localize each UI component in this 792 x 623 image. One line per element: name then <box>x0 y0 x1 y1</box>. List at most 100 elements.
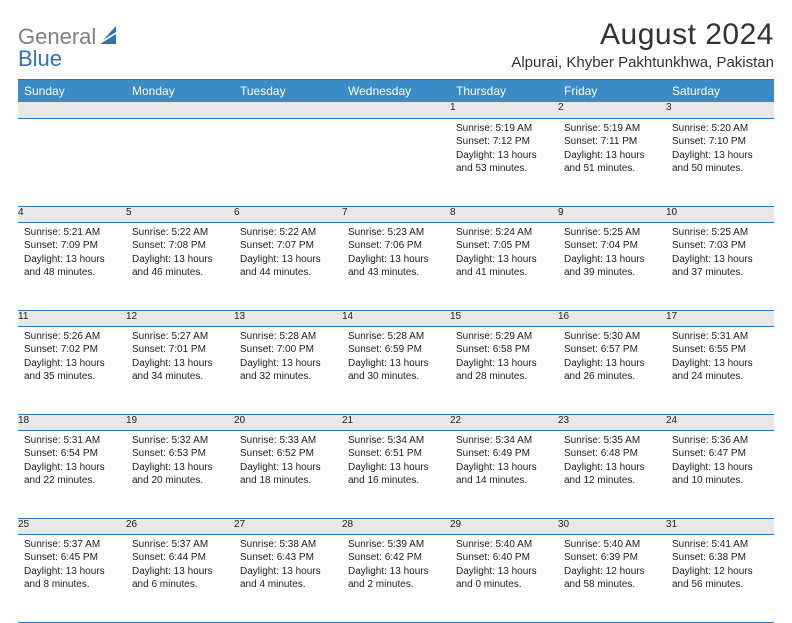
sunrise-text: Sunrise: 5:34 AM <box>348 434 444 448</box>
daylight-text: Daylight: 13 hours and 14 minutes. <box>456 461 552 488</box>
day-number: 19 <box>126 414 234 430</box>
daylight-text: Daylight: 13 hours and 44 minutes. <box>240 253 336 280</box>
day-cell <box>18 118 126 206</box>
day-number: 10 <box>666 206 774 222</box>
sunrise-text: Sunrise: 5:33 AM <box>240 434 336 448</box>
daylight-text: Daylight: 13 hours and 39 minutes. <box>564 253 660 280</box>
sunrise-text: Sunrise: 5:41 AM <box>672 538 768 552</box>
day-number: 5 <box>126 206 234 222</box>
sunset-text: Sunset: 6:38 PM <box>672 551 768 565</box>
day-number: 11 <box>18 310 126 326</box>
daylight-text: Daylight: 13 hours and 37 minutes. <box>672 253 768 280</box>
day-cell: Sunrise: 5:34 AMSunset: 6:49 PMDaylight:… <box>450 430 558 518</box>
sunrise-text: Sunrise: 5:36 AM <box>672 434 768 448</box>
sunrise-text: Sunrise: 5:40 AM <box>564 538 660 552</box>
title-block: August 2024 Alpurai, Khyber Pakhtunkhwa,… <box>511 18 774 71</box>
sunrise-text: Sunrise: 5:24 AM <box>456 226 552 240</box>
week-row: Sunrise: 5:31 AMSunset: 6:54 PMDaylight:… <box>18 430 774 518</box>
daylight-text: Daylight: 13 hours and 8 minutes. <box>24 565 120 592</box>
day-number <box>126 102 234 118</box>
sunset-text: Sunset: 7:01 PM <box>132 343 228 357</box>
day-number: 22 <box>450 414 558 430</box>
day-cell: Sunrise: 5:29 AMSunset: 6:58 PMDaylight:… <box>450 326 558 414</box>
day-cell: Sunrise: 5:30 AMSunset: 6:57 PMDaylight:… <box>558 326 666 414</box>
day-number: 24 <box>666 414 774 430</box>
sunrise-text: Sunrise: 5:27 AM <box>132 330 228 344</box>
day-number: 16 <box>558 310 666 326</box>
daynum-row: 18192021222324 <box>18 414 774 430</box>
day-cell: Sunrise: 5:38 AMSunset: 6:43 PMDaylight:… <box>234 534 342 622</box>
day-header: Saturday <box>666 80 774 103</box>
logo-arrow-icon <box>100 26 120 49</box>
daylight-text: Daylight: 12 hours and 58 minutes. <box>564 565 660 592</box>
location-subtitle: Alpurai, Khyber Pakhtunkhwa, Pakistan <box>511 54 774 71</box>
daylight-text: Daylight: 13 hours and 0 minutes. <box>456 565 552 592</box>
day-cell <box>234 118 342 206</box>
day-number: 3 <box>666 102 774 118</box>
week-row: Sunrise: 5:19 AMSunset: 7:12 PMDaylight:… <box>18 118 774 206</box>
sunrise-text: Sunrise: 5:19 AM <box>564 122 660 136</box>
daylight-text: Daylight: 13 hours and 22 minutes. <box>24 461 120 488</box>
daylight-text: Daylight: 13 hours and 34 minutes. <box>132 357 228 384</box>
day-cell: Sunrise: 5:19 AMSunset: 7:11 PMDaylight:… <box>558 118 666 206</box>
day-cell: Sunrise: 5:40 AMSunset: 6:39 PMDaylight:… <box>558 534 666 622</box>
day-cell: Sunrise: 5:31 AMSunset: 6:54 PMDaylight:… <box>18 430 126 518</box>
sunrise-text: Sunrise: 5:28 AM <box>240 330 336 344</box>
sunset-text: Sunset: 7:10 PM <box>672 135 768 149</box>
day-header: Tuesday <box>234 80 342 103</box>
day-number: 21 <box>342 414 450 430</box>
day-cell: Sunrise: 5:22 AMSunset: 7:08 PMDaylight:… <box>126 222 234 310</box>
daylight-text: Daylight: 13 hours and 51 minutes. <box>564 149 660 176</box>
week-row: Sunrise: 5:37 AMSunset: 6:45 PMDaylight:… <box>18 534 774 622</box>
week-row: Sunrise: 5:21 AMSunset: 7:09 PMDaylight:… <box>18 222 774 310</box>
daylight-text: Daylight: 13 hours and 4 minutes. <box>240 565 336 592</box>
day-number <box>234 102 342 118</box>
day-number: 14 <box>342 310 450 326</box>
sunset-text: Sunset: 7:11 PM <box>564 135 660 149</box>
sunrise-text: Sunrise: 5:22 AM <box>240 226 336 240</box>
day-cell: Sunrise: 5:25 AMSunset: 7:03 PMDaylight:… <box>666 222 774 310</box>
day-number: 25 <box>18 518 126 534</box>
day-cell: Sunrise: 5:19 AMSunset: 7:12 PMDaylight:… <box>450 118 558 206</box>
daylight-text: Daylight: 13 hours and 41 minutes. <box>456 253 552 280</box>
day-number <box>342 102 450 118</box>
day-number: 13 <box>234 310 342 326</box>
sunset-text: Sunset: 6:49 PM <box>456 447 552 461</box>
day-cell: Sunrise: 5:41 AMSunset: 6:38 PMDaylight:… <box>666 534 774 622</box>
sunset-text: Sunset: 6:58 PM <box>456 343 552 357</box>
sunrise-text: Sunrise: 5:22 AM <box>132 226 228 240</box>
day-number: 6 <box>234 206 342 222</box>
day-cell: Sunrise: 5:33 AMSunset: 6:52 PMDaylight:… <box>234 430 342 518</box>
daylight-text: Daylight: 13 hours and 46 minutes. <box>132 253 228 280</box>
sunrise-text: Sunrise: 5:31 AM <box>672 330 768 344</box>
daylight-text: Daylight: 13 hours and 12 minutes. <box>564 461 660 488</box>
sunrise-text: Sunrise: 5:25 AM <box>564 226 660 240</box>
day-number: 1 <box>450 102 558 118</box>
sunset-text: Sunset: 6:47 PM <box>672 447 768 461</box>
day-cell: Sunrise: 5:20 AMSunset: 7:10 PMDaylight:… <box>666 118 774 206</box>
daylight-text: Daylight: 13 hours and 53 minutes. <box>456 149 552 176</box>
day-number: 28 <box>342 518 450 534</box>
sunset-text: Sunset: 7:04 PM <box>564 239 660 253</box>
sunset-text: Sunset: 6:55 PM <box>672 343 768 357</box>
day-cell: Sunrise: 5:26 AMSunset: 7:02 PMDaylight:… <box>18 326 126 414</box>
day-cell: Sunrise: 5:37 AMSunset: 6:44 PMDaylight:… <box>126 534 234 622</box>
sunset-text: Sunset: 7:03 PM <box>672 239 768 253</box>
day-number: 26 <box>126 518 234 534</box>
daynum-row: 45678910 <box>18 206 774 222</box>
day-cell: Sunrise: 5:32 AMSunset: 6:53 PMDaylight:… <box>126 430 234 518</box>
day-number: 23 <box>558 414 666 430</box>
sunset-text: Sunset: 7:07 PM <box>240 239 336 253</box>
daylight-text: Daylight: 13 hours and 16 minutes. <box>348 461 444 488</box>
day-cell: Sunrise: 5:25 AMSunset: 7:04 PMDaylight:… <box>558 222 666 310</box>
sunrise-text: Sunrise: 5:28 AM <box>348 330 444 344</box>
day-number: 20 <box>234 414 342 430</box>
day-cell: Sunrise: 5:21 AMSunset: 7:09 PMDaylight:… <box>18 222 126 310</box>
day-cell: Sunrise: 5:22 AMSunset: 7:07 PMDaylight:… <box>234 222 342 310</box>
daylight-text: Daylight: 13 hours and 10 minutes. <box>672 461 768 488</box>
daynum-row: 123 <box>18 102 774 118</box>
day-header: Wednesday <box>342 80 450 103</box>
sunset-text: Sunset: 7:00 PM <box>240 343 336 357</box>
day-cell <box>342 118 450 206</box>
sunset-text: Sunset: 6:53 PM <box>132 447 228 461</box>
